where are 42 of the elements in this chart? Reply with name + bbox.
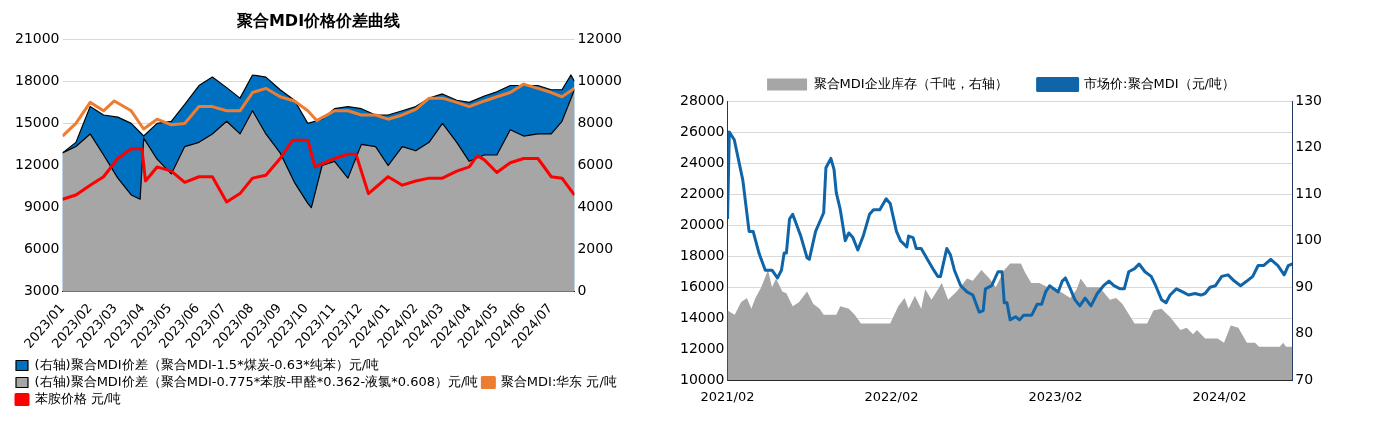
legend-label: (右轴)聚合MDI价差（聚合MDI-1.5*煤炭-0.63*纯苯）元/吨 [34,356,380,372]
y2-tick-label: 4000 [577,198,614,215]
y2-tick-label: 120 [1295,138,1323,155]
y-tick-label: 26000 [679,122,725,139]
y-tick-label: 12000 [14,156,60,173]
legend-label: 苯胺价格 元/吨 [34,390,122,406]
y-tick-label: 18000 [679,246,725,263]
y-tick-label: 3000 [23,282,60,299]
y-tick-label: 28000 [679,91,725,108]
legend-label: 聚合MDI企业库存（千吨，右轴） [813,75,1008,91]
x-tick-label: 2022/02 [864,388,919,404]
y-tick-label: 14000 [679,308,725,325]
y2-tick-label: 2000 [577,240,614,257]
x-tick-label: 2024/02 [1192,388,1247,404]
y2-tick-label: 80 [1295,324,1314,341]
y2-tick-label: 10000 [577,71,623,88]
y2-tick-label: 0 [577,282,587,299]
x-tick-label: 2023/02 [1028,388,1083,404]
y2-tick-label: 8000 [577,114,614,131]
y-tick-label: 16000 [679,277,725,294]
y2-tick-label: 90 [1295,277,1314,294]
chart-title: 聚合MDI价格价差曲线 [235,10,401,30]
y-tick-label: 18000 [14,71,60,88]
y-tick-label: 10000 [679,371,725,388]
y2-tick-label: 130 [1295,91,1323,108]
y2-tick-label: 100 [1295,231,1323,248]
y-tick-label: 20000 [679,215,725,232]
y2-tick-label: 6000 [577,156,614,173]
x-tick-label: 2021/02 [700,388,755,404]
legend-label: (右轴)聚合MDI价差（聚合MDI-0.775*苯胺-甲醛*0.362-液氯*0.608）元/吨 [34,373,479,389]
y2-tick-label: 12000 [577,29,623,46]
y-tick-label: 12000 [679,340,725,356]
y-tick-label: 24000 [679,153,725,170]
legend-label: 市场价:聚合MDI（元/吨） [1084,75,1235,91]
y2-tick-label: 110 [1295,184,1323,201]
y-tick-label: 22000 [679,184,725,201]
y-tick-label: 6000 [23,240,60,257]
legend-label: 聚合MDI:华东 元/吨 [500,373,617,389]
y-tick-label: 15000 [14,114,60,131]
y-tick-label: 21000 [14,29,60,46]
y2-tick-label: 70 [1295,371,1314,388]
y-tick-label: 9000 [23,198,60,215]
